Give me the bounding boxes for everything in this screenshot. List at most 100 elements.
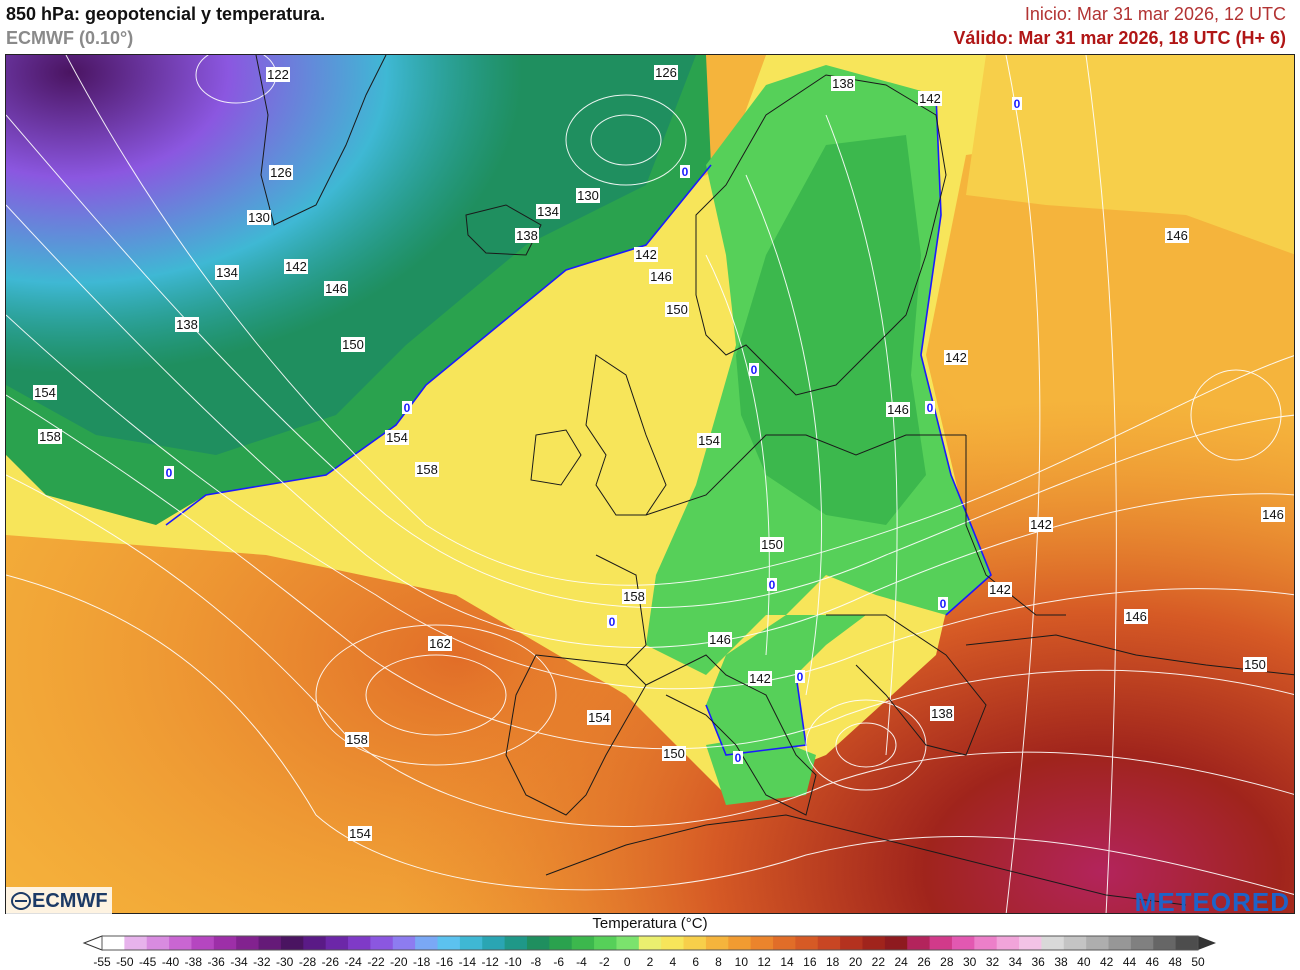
geopotential-label: 162 — [428, 636, 452, 651]
legend-swatch — [817, 936, 841, 950]
svg-text:0: 0 — [751, 363, 758, 377]
svg-text:154: 154 — [34, 385, 56, 400]
legend-tick-label: 46 — [1146, 955, 1160, 969]
legend-swatch — [169, 936, 192, 950]
geopotential-label: 130 — [247, 210, 271, 225]
legend-swatch — [236, 936, 260, 950]
ecmwf-logo-text: ECMWF — [32, 889, 108, 912]
geopotential-label: 158 — [345, 732, 369, 747]
biscay-coast — [595, 554, 647, 666]
britain-coast — [585, 354, 667, 516]
legend-tick-label: -28 — [299, 955, 317, 969]
legend-swatch — [258, 936, 282, 950]
geopotential-label: 150 — [665, 302, 689, 317]
legend-swatch — [325, 936, 349, 950]
svg-text:138: 138 — [931, 706, 953, 721]
legend-swatch — [348, 936, 371, 950]
legend-swatch — [594, 936, 617, 950]
geopotential-label: 146 — [886, 402, 910, 417]
contour-labels: 122 126 138 142 126 130 130 134 138 134 142 146 142 1… — [33, 65, 1285, 841]
map-canvas: 122 126 138 142 126 130 130 134 138 134 142 146 142 1… — [6, 55, 1294, 913]
svg-text:142: 142 — [285, 259, 307, 274]
svg-text:150: 150 — [761, 537, 783, 552]
iberia-coast — [505, 654, 647, 816]
legend-swatch — [370, 936, 394, 950]
legend-tick-label: 22 — [872, 955, 886, 969]
svg-text:0: 0 — [940, 597, 947, 611]
svg-text:0: 0 — [404, 401, 411, 415]
geopotential-label: 142 — [988, 582, 1012, 597]
legend-tick-label: -10 — [504, 955, 522, 969]
geopotential-label: 146 — [649, 269, 673, 284]
legend-swatch — [146, 936, 170, 950]
zero-isotherm-label: 0 — [795, 670, 805, 684]
svg-text:0: 0 — [769, 578, 776, 592]
svg-text:126: 126 — [655, 65, 677, 80]
svg-text:138: 138 — [176, 317, 198, 332]
legend-tick-label: -30 — [276, 955, 294, 969]
geopotential-label: 146 — [324, 281, 348, 296]
legend-swatch — [526, 936, 550, 950]
svg-text:146: 146 — [650, 269, 672, 284]
legend-swatch — [280, 936, 304, 950]
svg-text:154: 154 — [386, 430, 408, 445]
legend-tick-label: 32 — [986, 955, 1000, 969]
legend-tick-label: -6 — [553, 955, 564, 969]
legend-swatch — [616, 936, 640, 950]
legend-tick-label: -16 — [436, 955, 454, 969]
legend-swatch — [974, 936, 998, 950]
model-subtitle: ECMWF (0.10°) — [6, 28, 134, 48]
legend-swatch — [1108, 936, 1132, 950]
svg-text:146: 146 — [887, 402, 909, 417]
legend-tick-label: 44 — [1123, 955, 1137, 969]
geopotential-label: 142 — [634, 247, 658, 262]
svg-text:158: 158 — [416, 462, 438, 477]
geopotential-label: 138 — [930, 706, 954, 721]
svg-text:0: 0 — [166, 466, 173, 480]
legend-tick-label: 40 — [1077, 955, 1091, 969]
geopotential-label: 154 — [385, 430, 409, 445]
svg-text:126: 126 — [270, 165, 292, 180]
legend-tick-label: 12 — [757, 955, 771, 969]
svg-text:130: 130 — [248, 210, 270, 225]
legend-swatch — [929, 936, 953, 950]
svg-text:146: 146 — [709, 632, 731, 647]
temperature-legend: -55 -50 -45 -40 -38 -36 -34 -32 -30 -28 -26 -24 -22-… — [82, 935, 1216, 969]
legend-swatch — [728, 936, 752, 950]
legend-tick-label: 6 — [692, 955, 699, 969]
legend-tick-label: -34 — [230, 955, 248, 969]
iceland-coast — [465, 204, 542, 256]
svg-text:142: 142 — [989, 582, 1011, 597]
zero-isotherm-label: 0 — [938, 597, 948, 611]
coastlines — [255, 55, 1294, 906]
geopotential-label: 142 — [1029, 517, 1053, 532]
legend-tick-label: 14 — [780, 955, 794, 969]
north-africa-coast — [545, 814, 1187, 906]
valid-time: Válido: Mar 31 mar 2026, 18 UTC (H+ 6) — [953, 28, 1286, 48]
meteored-logo[interactable]: METEORED — [1134, 887, 1290, 917]
svg-text:142: 142 — [635, 247, 657, 262]
svg-text:0: 0 — [927, 401, 934, 415]
geopotential-label: 138 — [515, 228, 539, 243]
geopotential-label: 138 — [175, 317, 199, 332]
scandinavia-coast — [695, 74, 947, 396]
legend-tick-label: -8 — [530, 955, 541, 969]
zero-isotherm-label: 0 — [164, 466, 174, 480]
zero-isotherm-label: 0 — [749, 363, 759, 377]
legend-swatch — [840, 936, 863, 950]
weather-map[interactable]: 122 126 138 142 126 130 130 134 138 134 142 146 142 1… — [5, 54, 1295, 914]
geopotential-label: 142 — [918, 91, 942, 106]
legend-tick-label: 24 — [894, 955, 908, 969]
legend-swatch — [415, 936, 439, 950]
legend-swatch — [884, 936, 908, 950]
legend-outline — [101, 935, 1199, 951]
legend-swatch — [1153, 936, 1177, 950]
zero-isotherm-label: 0 — [607, 615, 617, 629]
legend-swatch — [1086, 936, 1110, 950]
legend-tick-label: -12 — [481, 955, 499, 969]
legend-swatch — [750, 936, 774, 950]
zero-isotherm-labels: 0 0 0 0 0 0 0 0 0 0 0 — [164, 97, 1022, 765]
geopotential-label: 150 — [1243, 657, 1267, 672]
geopotential-label: 130 — [576, 188, 600, 203]
balkans-coast — [826, 614, 987, 756]
